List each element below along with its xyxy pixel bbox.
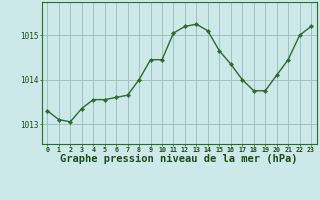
X-axis label: Graphe pression niveau de la mer (hPa): Graphe pression niveau de la mer (hPa) xyxy=(60,154,298,164)
